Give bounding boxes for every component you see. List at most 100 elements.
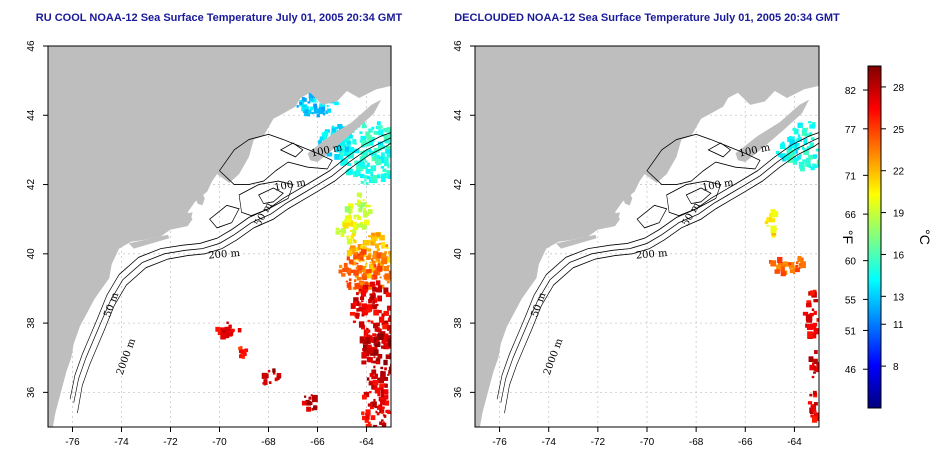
- sst-pixel: [316, 114, 320, 118]
- sst-pixel: [379, 234, 385, 241]
- sst-pixel: [383, 383, 387, 386]
- sst-pixel: [370, 241, 375, 245]
- sst-pixel: [372, 300, 375, 304]
- sst-pixel: [372, 333, 377, 337]
- sst-pixel: [335, 230, 341, 235]
- sst-pixel: [367, 209, 373, 215]
- sst-pixel: [788, 136, 795, 143]
- sst-pixel: [363, 312, 368, 316]
- sst-pixel: [360, 265, 366, 273]
- sst-pixel: [809, 393, 813, 397]
- fahrenheit-label: °F: [840, 230, 856, 244]
- sst-pixel: [370, 337, 374, 343]
- sst-pixel: [344, 137, 349, 143]
- sst-pixel: [382, 337, 387, 343]
- sst-pixel: [341, 273, 346, 277]
- sst-pixel: [371, 178, 375, 183]
- sst-pixel: [272, 372, 276, 375]
- sst-pixel: [384, 140, 388, 143]
- sst-pixel: [380, 242, 385, 246]
- sst-pixel: [387, 317, 391, 322]
- sst-patch: [338, 249, 391, 294]
- sst-pixel: [239, 354, 243, 359]
- sst-pixel: [339, 151, 343, 157]
- sst-pixel: [371, 369, 377, 375]
- sst-pixel: [388, 133, 391, 139]
- sst-pixel: [811, 375, 815, 379]
- sst-pixel: [339, 229, 342, 233]
- sst-pixel: [810, 323, 817, 330]
- sst-pixel: [360, 244, 363, 248]
- sst-pixel: [393, 353, 397, 357]
- sst-pixel: [340, 232, 345, 237]
- sst-pixel: [381, 411, 384, 414]
- sst-pixel: [377, 259, 380, 262]
- sst-pixel: [361, 160, 365, 163]
- sst-pixel: [377, 295, 383, 302]
- contour-label: 200 m: [208, 248, 241, 262]
- sst-pixel: [385, 335, 391, 342]
- sst-pixel: [310, 394, 313, 397]
- sst-pixel: [355, 170, 361, 177]
- map-title-left: RU COOL NOAA-12 Sea Surface Temperature …: [36, 12, 403, 24]
- sst-pixel: [366, 213, 370, 217]
- sst-pixel: [347, 273, 352, 276]
- sst-pixel: [803, 137, 808, 142]
- sst-pixel: [356, 216, 362, 221]
- y-tick-label: 44: [453, 109, 464, 121]
- sst-pixel: [379, 276, 382, 279]
- sst-pixel: [369, 261, 372, 264]
- sst-patch: [361, 379, 391, 427]
- sst-pixel: [352, 301, 357, 306]
- sst-pixel: [358, 306, 363, 312]
- sst-pixel: [229, 330, 232, 333]
- sst-pixel: [377, 298, 380, 301]
- sst-pixel: [353, 257, 356, 260]
- sst-pixel: [238, 346, 241, 350]
- sst-pixel: [359, 296, 365, 301]
- sst-pixel: [347, 143, 351, 148]
- sst-pixel: [377, 261, 384, 267]
- sst-pixel: [821, 136, 824, 140]
- sst-pixel: [367, 421, 371, 425]
- sst-pixel: [797, 137, 802, 142]
- sst-pixel: [368, 151, 374, 156]
- sst-pixel: [388, 250, 391, 255]
- sst-pixel: [779, 143, 786, 150]
- sst-pixel: [299, 101, 303, 105]
- sst-pixel: [383, 376, 389, 381]
- sst-pixel: [373, 270, 379, 275]
- sst-pixel: [343, 222, 349, 229]
- sst-pixel: [362, 310, 369, 315]
- sst-pixel: [386, 170, 391, 176]
- sst-pixel: [352, 320, 357, 323]
- sst-pixel: [302, 98, 307, 102]
- sst-pixel: [806, 323, 813, 331]
- sst-pixel: [361, 352, 367, 359]
- sst-pixel: [395, 161, 399, 166]
- sst-pixel: [385, 354, 391, 360]
- sst-pixel: [376, 252, 383, 259]
- sst-pixel: [364, 350, 368, 353]
- sst-pixel: [391, 347, 396, 354]
- sst-pixel: [357, 270, 362, 274]
- sst-pixel: [383, 414, 387, 418]
- y-tick-label: 40: [26, 248, 37, 260]
- sst-pixel: [367, 204, 371, 208]
- sst-pixel: [301, 400, 307, 406]
- sst-pixel: [380, 253, 386, 259]
- sst-pixel: [391, 302, 394, 305]
- sst-pixel: [376, 175, 381, 179]
- sst-pixel: [781, 141, 785, 145]
- sst-pixel: [371, 385, 375, 390]
- sst-pixel: [384, 273, 391, 280]
- sst-pixel: [359, 139, 362, 143]
- sst-pixel: [313, 108, 320, 114]
- sst-patch: [768, 255, 806, 277]
- sst-pixel: [353, 214, 357, 217]
- sst-pixel: [788, 262, 792, 266]
- sst-pixel: [356, 199, 360, 203]
- sst-pixel: [380, 165, 385, 169]
- sst-pixel: [353, 269, 359, 276]
- sst-pixel: [276, 372, 282, 377]
